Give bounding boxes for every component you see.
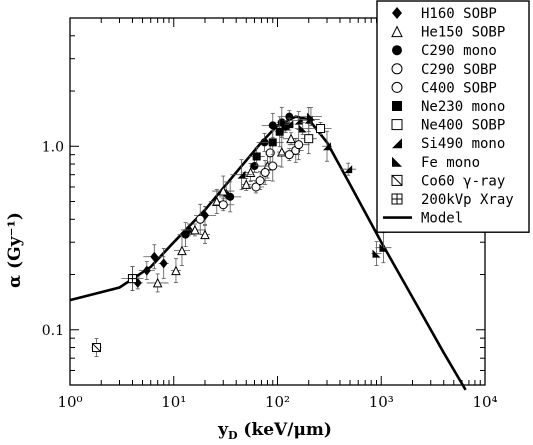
data-point xyxy=(252,152,261,161)
x-axis-label-units: (keV/μm) xyxy=(238,420,332,440)
x-tick-label: 10² xyxy=(265,393,290,411)
legend-marker xyxy=(391,81,403,93)
legend-marker xyxy=(392,7,402,19)
data-point xyxy=(344,165,353,174)
legend-entry: Ne400 SOBP xyxy=(391,118,505,134)
data-point xyxy=(372,249,381,258)
x-axis-label: yD (keV/μm) xyxy=(217,420,332,442)
legend-label: C400 SOBP xyxy=(421,80,497,96)
legend-entry: Si490 mono xyxy=(392,136,505,152)
data-point xyxy=(268,121,277,130)
data-point xyxy=(294,116,303,125)
legend-marker xyxy=(391,25,403,38)
legend-marker xyxy=(391,174,403,186)
data-point xyxy=(150,251,159,262)
data-point xyxy=(171,265,181,276)
x-tick-label: 10³ xyxy=(369,393,394,411)
data-point xyxy=(91,343,101,353)
data-point xyxy=(306,112,315,121)
legend-label: H160 SOBP xyxy=(421,6,497,22)
data-point xyxy=(195,214,205,224)
legend-label: Ne230 mono xyxy=(421,99,505,115)
legend-label: C290 mono xyxy=(421,43,497,59)
data-point xyxy=(177,245,187,256)
data-point xyxy=(285,120,294,129)
legend-entry: C290 SOBP xyxy=(391,62,497,78)
x-axis-label-subscript: D xyxy=(228,429,238,442)
x-tick-label: 10⁰ xyxy=(57,393,82,411)
legend-marker xyxy=(392,156,402,167)
y-tick-label: 1.0 xyxy=(42,139,64,155)
legend-marker xyxy=(392,138,402,149)
model-curve xyxy=(69,115,467,391)
legend-label: He150 SOBP xyxy=(421,25,505,41)
data-point xyxy=(159,258,168,269)
legend-label: Si490 mono xyxy=(421,136,505,152)
data-point xyxy=(294,140,304,150)
legend-entry: C290 mono xyxy=(392,43,497,59)
data-point xyxy=(268,138,277,147)
legend-label: C290 SOBP xyxy=(421,62,497,78)
x-tick-label: 10¹ xyxy=(161,393,186,411)
legend-entry: 200kVp Xray xyxy=(391,192,514,208)
legend-label: Co60 γ-ray xyxy=(421,173,505,189)
data-point xyxy=(281,122,290,131)
data-point xyxy=(286,133,296,144)
data-point xyxy=(218,185,229,196)
data-point xyxy=(181,230,190,239)
legend-entry: Model xyxy=(383,211,463,227)
data-point xyxy=(218,200,228,210)
data-point xyxy=(268,161,278,171)
data-point xyxy=(323,142,332,151)
data-point xyxy=(127,274,137,284)
legend-entry: Co60 γ-ray xyxy=(391,173,505,189)
legend-entry: Fe mono xyxy=(392,155,480,171)
legend-entry: C400 SOBP xyxy=(391,80,497,96)
data-point xyxy=(275,127,284,136)
data-point xyxy=(152,277,163,288)
legend-label: Ne400 SOBP xyxy=(421,118,505,134)
legend-marker xyxy=(392,45,402,56)
legend-entry: Ne230 mono xyxy=(392,99,505,115)
data-point xyxy=(255,176,265,186)
data-point xyxy=(298,124,307,133)
data-point xyxy=(285,112,294,121)
data-point xyxy=(142,265,151,276)
y-axis-label: α (Gy⁻¹) xyxy=(5,212,25,288)
data-point xyxy=(276,146,287,157)
legend-entry: H160 SOBP xyxy=(392,6,497,22)
legend-label: Fe mono xyxy=(421,155,480,171)
legend: H160 SOBP He150 SOBP C290 mono C290 SOBP C40… xyxy=(376,0,530,233)
model-layer xyxy=(69,115,467,391)
data-point xyxy=(260,167,270,177)
data-point xyxy=(241,179,252,189)
data-point xyxy=(190,224,200,235)
x-tick-label: 10⁴ xyxy=(472,393,497,411)
legend-marker xyxy=(392,101,402,111)
legend-marker xyxy=(391,119,403,131)
legend-entry: He150 SOBP xyxy=(391,25,505,41)
data-points xyxy=(91,106,392,357)
data-point xyxy=(237,170,246,179)
y-tick-label: 0.1 xyxy=(42,323,64,339)
data-point xyxy=(304,134,314,144)
legend-label: 200kVp Xray xyxy=(421,192,514,208)
data-point xyxy=(211,196,222,206)
legend-marker xyxy=(391,63,403,75)
data-point xyxy=(265,148,275,158)
tick-labels: 10⁰ 10¹ 10² 10³ 10⁴ 0.1 1.0 xyxy=(42,139,498,411)
data-point xyxy=(379,243,388,252)
data-point xyxy=(316,123,326,133)
x-axis-label-main: y xyxy=(217,420,229,440)
legend-marker xyxy=(391,193,403,205)
data-point xyxy=(226,192,235,201)
legend-label: Model xyxy=(421,211,463,227)
data-point xyxy=(200,229,210,240)
data-point xyxy=(250,162,259,171)
